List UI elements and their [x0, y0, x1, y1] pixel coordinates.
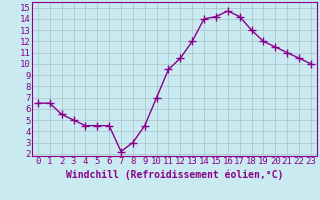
- X-axis label: Windchill (Refroidissement éolien,°C): Windchill (Refroidissement éolien,°C): [66, 169, 283, 180]
